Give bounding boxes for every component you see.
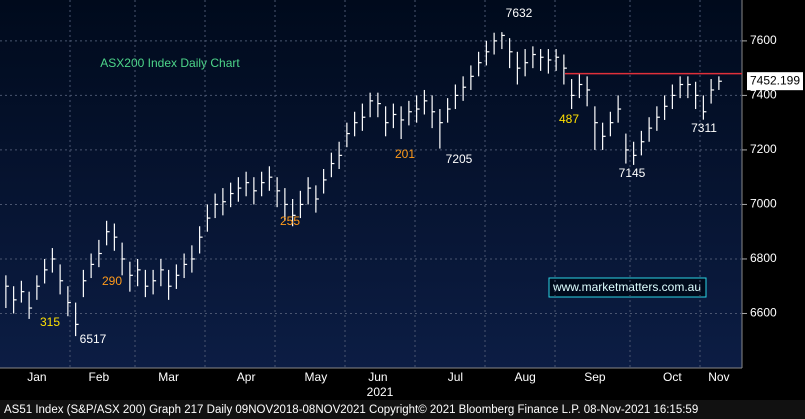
x-tick-label: Aug bbox=[514, 370, 535, 384]
website: www.marketmatters.com.au bbox=[552, 280, 701, 294]
annotation: 487 bbox=[559, 112, 579, 126]
y-tick-label: 7600 bbox=[750, 33, 777, 47]
x-tick-label: Sep bbox=[584, 370, 606, 384]
y-tick-label: 6800 bbox=[750, 251, 777, 265]
x-tick-label: May bbox=[305, 370, 328, 384]
annotation: 6517 bbox=[80, 332, 107, 346]
x-tick-label: Feb bbox=[89, 370, 110, 384]
y-tick-label: 7200 bbox=[750, 142, 777, 156]
y-tick-label: 6600 bbox=[750, 306, 777, 320]
annotation: 7311 bbox=[691, 121, 717, 135]
annotation: 255 bbox=[280, 214, 300, 228]
x-tick-label: Oct bbox=[663, 370, 682, 384]
footer-background bbox=[0, 400, 805, 419]
y-tick-label: 7400 bbox=[750, 88, 777, 102]
annotation: 315 bbox=[40, 315, 60, 329]
x-tick-label: Jun bbox=[368, 370, 387, 384]
website-box bbox=[548, 277, 707, 298]
annotation: 290 bbox=[102, 274, 122, 288]
x-axis-background bbox=[0, 368, 742, 400]
annotation: 201 bbox=[395, 147, 415, 161]
annotation: 7145 bbox=[619, 166, 646, 180]
x-tick-label: Mar bbox=[158, 370, 179, 384]
year-label: 2021 bbox=[367, 385, 394, 399]
y-tick-label: 7000 bbox=[750, 197, 777, 211]
chart-title: ASX200 Index Daily Chart bbox=[100, 56, 240, 70]
x-tick-label: Jul bbox=[448, 370, 463, 384]
x-tick-label: Nov bbox=[708, 370, 729, 384]
x-tick-label: Jan bbox=[27, 370, 46, 384]
annotation: 7205 bbox=[446, 152, 473, 166]
axis-background bbox=[742, 0, 805, 400]
annotation: 7632 bbox=[506, 6, 533, 20]
footer: AS51 Index (S&P/ASX 200) Graph 217 Daily… bbox=[4, 404, 698, 416]
last-price-box bbox=[747, 72, 803, 91]
last-price-label: 7452.199 bbox=[750, 73, 800, 87]
plot-background bbox=[0, 0, 742, 368]
x-tick-label: Apr bbox=[237, 370, 256, 384]
